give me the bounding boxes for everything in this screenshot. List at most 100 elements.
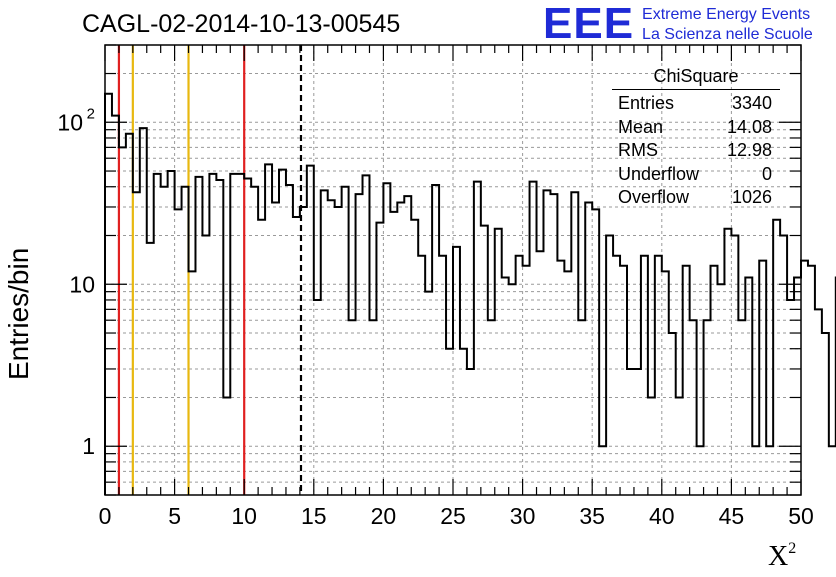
x-tick-label: 20 bbox=[371, 503, 397, 529]
x-tick-label: 50 bbox=[788, 503, 814, 529]
x-axis-label: X2 bbox=[768, 540, 796, 573]
stats-row-overflow: Overflow 1026 bbox=[612, 186, 780, 210]
stats-label: RMS bbox=[618, 139, 658, 163]
histogram-bin bbox=[738, 320, 745, 495]
histogram-bin bbox=[669, 333, 676, 495]
histogram-bin bbox=[209, 174, 216, 495]
histogram-bin bbox=[460, 349, 467, 495]
y-tick-label: 10 bbox=[57, 109, 83, 135]
histogram-bin bbox=[578, 320, 585, 495]
histogram-bin bbox=[592, 209, 599, 495]
x-tick-label: 25 bbox=[440, 503, 466, 529]
histogram-bin bbox=[328, 200, 335, 495]
reference-lines bbox=[119, 45, 301, 495]
histogram-bin bbox=[286, 185, 293, 495]
histogram-bin bbox=[321, 190, 328, 495]
histogram-bin bbox=[404, 196, 411, 495]
histogram-bin bbox=[105, 94, 112, 495]
histogram-bin bbox=[488, 320, 495, 495]
histogram-bin bbox=[543, 190, 550, 495]
logo-text: Extreme Energy Events La Scienza nelle S… bbox=[642, 5, 813, 45]
x-tick-label: 0 bbox=[99, 503, 112, 529]
stats-label: Underflow bbox=[618, 163, 699, 187]
stats-row-mean: Mean 14.08 bbox=[612, 116, 780, 140]
histogram-bin bbox=[509, 284, 516, 495]
histogram-bin bbox=[446, 349, 453, 495]
histogram-bin bbox=[537, 251, 544, 495]
stats-box: ChiSquare Entries 3340 Mean 14.08 RMS 12… bbox=[612, 66, 780, 210]
stats-row-rms: RMS 12.98 bbox=[612, 139, 780, 163]
x-axis-label-sup: 2 bbox=[788, 540, 796, 557]
x-tick-label: 15 bbox=[301, 503, 327, 529]
histogram-bin bbox=[571, 192, 578, 495]
y-tick-label: 1 bbox=[82, 433, 95, 459]
eee-logo: EEE Extreme Energy Events La Scienza nel… bbox=[543, 2, 813, 46]
histogram-bin bbox=[265, 164, 272, 495]
y-tick-label: 10 bbox=[69, 271, 95, 297]
histogram-bin bbox=[474, 182, 481, 495]
histogram-bin bbox=[550, 194, 557, 495]
logo-line-2: La Scienza nelle Scuole bbox=[642, 25, 813, 45]
stats-row-underflow: Underflow 0 bbox=[612, 163, 780, 187]
stats-value: 3340 bbox=[732, 92, 772, 116]
histogram-bin bbox=[829, 446, 836, 495]
histogram-bin bbox=[606, 236, 613, 495]
histogram-bin bbox=[717, 284, 724, 495]
histogram-bin bbox=[140, 128, 147, 495]
x-tick-label: 5 bbox=[168, 503, 181, 529]
histogram-bin bbox=[425, 292, 432, 495]
x-axis-label-base: X bbox=[768, 541, 788, 572]
histogram-bin bbox=[759, 261, 766, 495]
histogram-bin bbox=[481, 226, 488, 495]
histogram-bin bbox=[731, 236, 738, 495]
histogram-bin bbox=[627, 369, 634, 495]
stats-label: Mean bbox=[618, 116, 663, 140]
histogram-bin bbox=[307, 166, 314, 495]
histogram-bin bbox=[432, 185, 439, 495]
histogram-bin bbox=[780, 236, 787, 495]
histogram-bin bbox=[161, 187, 168, 495]
x-tick-label: 10 bbox=[231, 503, 257, 529]
histogram-bin bbox=[467, 369, 474, 495]
histogram-bin bbox=[202, 236, 209, 495]
stats-title: ChiSquare bbox=[612, 66, 780, 90]
histogram-bin bbox=[801, 261, 808, 495]
histogram-bin bbox=[251, 187, 258, 495]
stats-label: Overflow bbox=[618, 186, 689, 210]
y-axis-label: Entries/bin bbox=[3, 248, 35, 380]
histogram-bin bbox=[815, 309, 822, 495]
stats-row-entries: Entries 3340 bbox=[612, 92, 780, 116]
histogram-bin bbox=[634, 369, 641, 495]
stats-label: Entries bbox=[618, 92, 674, 116]
stats-value: 12.98 bbox=[727, 139, 772, 163]
histogram-bin bbox=[704, 320, 711, 495]
histogram-bin bbox=[530, 182, 537, 495]
histogram-bin bbox=[495, 229, 502, 495]
x-tick-label: 35 bbox=[579, 503, 605, 529]
chart-title: CAGL-02-2014-10-13-00545 bbox=[82, 10, 400, 39]
histogram-bin bbox=[349, 320, 356, 495]
histogram-bin bbox=[808, 266, 815, 495]
histogram-bin bbox=[154, 174, 161, 495]
histogram-bin bbox=[383, 183, 390, 495]
histogram-bin bbox=[363, 175, 370, 495]
histogram-bin bbox=[557, 261, 564, 495]
histogram-bin bbox=[342, 187, 349, 495]
histogram-bin bbox=[369, 320, 376, 495]
x-tick-label: 45 bbox=[719, 503, 745, 529]
histogram-bin bbox=[335, 207, 342, 495]
stats-value: 0 bbox=[762, 163, 772, 187]
logo-line-1: Extreme Energy Events bbox=[642, 5, 813, 25]
histogram-bin bbox=[356, 194, 363, 495]
histogram-bin bbox=[390, 212, 397, 495]
histogram-bin bbox=[822, 333, 829, 495]
stats-value: 14.08 bbox=[727, 116, 772, 140]
histogram-bin bbox=[216, 180, 223, 495]
x-tick-label: 40 bbox=[649, 503, 675, 529]
x-tick-label: 30 bbox=[510, 503, 536, 529]
logo-mark: EEE bbox=[543, 2, 634, 46]
histogram-bin bbox=[175, 209, 182, 495]
histogram-bin bbox=[230, 174, 237, 495]
histogram-bin bbox=[690, 320, 697, 495]
